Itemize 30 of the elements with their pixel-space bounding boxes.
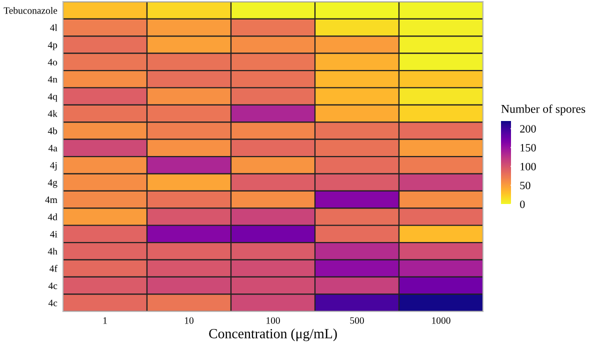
color-bar-label: 100 <box>520 162 536 170</box>
y-tick-label: 4b <box>48 127 58 134</box>
y-tick-label: 4a <box>48 144 58 152</box>
y-tick-label: 4f <box>50 264 58 272</box>
y-tick-label: 4j <box>50 162 57 171</box>
x-tick-label: 1000 <box>432 317 450 324</box>
y-tick-label: 4m <box>45 196 58 203</box>
y-tick-label: 4i <box>50 230 58 238</box>
y-tick-label: 4d <box>48 213 58 220</box>
y-tick-label: 4p <box>48 42 58 50</box>
y-tick-label: 4o <box>48 58 58 66</box>
x-tick-label: 10 <box>184 317 194 324</box>
y-tick-label: 4q <box>48 93 58 102</box>
y-tick-label: 4k <box>48 110 58 117</box>
y-tick-label: 4n <box>48 76 58 83</box>
y-tick-label: 4h <box>48 248 58 255</box>
y-tick-label: 4l <box>50 24 58 31</box>
color-bar-title: Number of spores <box>501 104 586 116</box>
x-tick-label: 100 <box>266 317 280 324</box>
y-tick-label: Tebuconazole <box>4 6 58 14</box>
x-tick-label: 1 <box>103 317 107 324</box>
color-bar-label: 0 <box>520 200 525 208</box>
color-bar-label: 200 <box>520 125 536 133</box>
color-bar-label: 50 <box>520 182 530 190</box>
color-bar-label: 150 <box>520 144 536 152</box>
y-tick-label: 4c <box>48 282 58 290</box>
y-tick-label: 4c <box>48 300 58 306</box>
y-tick-label: 4g <box>48 179 58 188</box>
x-tick-label: 500 <box>350 317 364 324</box>
x-axis-title: Concentration (μg/mL) <box>209 328 337 342</box>
